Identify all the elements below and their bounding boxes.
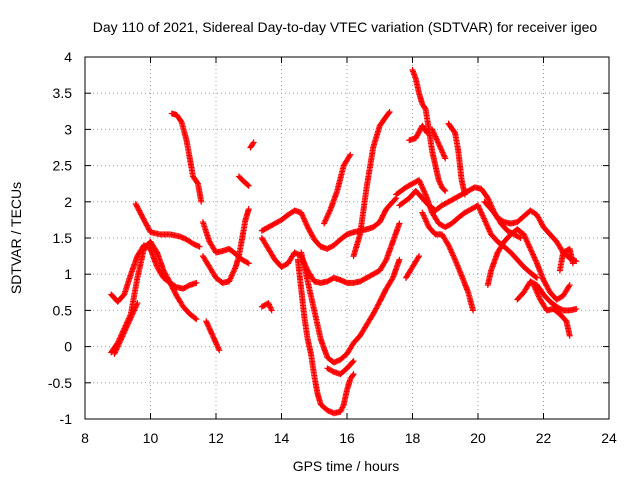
series-track-9 xyxy=(235,173,252,189)
axes-layer: 8 10 12 14 16 18 20 22 24 -1 -0.5 0 0.5 1 1.5 2 2.5 3 3.5 4 xyxy=(48,49,617,446)
data-markers xyxy=(258,300,275,314)
series-track-17 xyxy=(321,151,354,227)
x-tick-label: 16 xyxy=(339,430,355,446)
y-tick-label: 1.5 xyxy=(53,230,73,246)
series-track-31 xyxy=(556,245,576,274)
y-tick-label: 1 xyxy=(64,266,72,282)
data-markers xyxy=(406,122,431,144)
data-markers xyxy=(484,226,573,303)
data-markers xyxy=(235,173,252,189)
series-track-26 xyxy=(402,253,423,281)
data-markers xyxy=(324,358,357,378)
series-track-30 xyxy=(530,282,573,339)
series-track-8 xyxy=(203,318,223,354)
data-markers xyxy=(530,282,573,339)
series-track-19 xyxy=(393,177,540,281)
series-track-15 xyxy=(298,249,403,366)
data-markers xyxy=(514,278,580,314)
series-track-28 xyxy=(484,226,573,303)
series-track-18 xyxy=(350,109,393,260)
series-track-7 xyxy=(199,206,252,286)
series-track-10 xyxy=(247,139,257,151)
data-markers xyxy=(396,184,524,241)
series-track-14 xyxy=(294,256,357,417)
y-tick-label: 2.5 xyxy=(53,158,73,174)
x-tick-label: 22 xyxy=(536,430,552,446)
y-tick-label: 2 xyxy=(64,194,72,210)
y-tick-label: -0.5 xyxy=(48,375,72,391)
data-markers xyxy=(445,120,468,198)
data-markers xyxy=(168,110,205,205)
y-tick-label: 0 xyxy=(64,339,72,355)
data-markers xyxy=(298,249,403,366)
series-track-25 xyxy=(419,209,477,314)
data-markers xyxy=(402,253,423,281)
y-tick-label: 3 xyxy=(64,121,72,137)
x-tick-label: 24 xyxy=(601,430,617,446)
data-markers xyxy=(199,206,252,286)
series-track-22 xyxy=(406,122,431,144)
x-tick-label: 8 xyxy=(81,430,89,446)
data-markers xyxy=(258,195,400,252)
x-tick-label: 10 xyxy=(143,430,159,446)
data-markers xyxy=(429,126,449,162)
y-tick-label: 3.5 xyxy=(53,85,73,101)
data-markers xyxy=(409,67,449,194)
data-markers xyxy=(203,318,223,354)
x-tick-label: 14 xyxy=(274,430,290,446)
data-markers xyxy=(556,245,576,274)
y-tick-label: 4 xyxy=(64,49,72,65)
y-tick-label: -1 xyxy=(60,411,73,427)
data-markers xyxy=(350,109,393,260)
y-tick-label: 0.5 xyxy=(53,302,73,318)
series-track-21 xyxy=(409,67,449,194)
series-track-16 xyxy=(324,358,357,378)
data-markers xyxy=(294,256,357,417)
series-track-4 xyxy=(132,200,203,250)
chart-title: Day 110 of 2021, Sidereal Day-to-day VTE… xyxy=(93,19,598,35)
series-track-24 xyxy=(445,120,468,198)
series-track-20 xyxy=(396,184,524,241)
x-axis-label: GPS time / hours xyxy=(293,458,400,474)
series-track-13 xyxy=(258,220,403,286)
y-axis-label: SDTVAR / TECUs xyxy=(8,182,24,294)
data-markers xyxy=(258,220,403,286)
data-markers xyxy=(247,139,257,151)
data-markers xyxy=(419,209,477,314)
series-track-29 xyxy=(514,278,580,314)
x-tick-label: 18 xyxy=(405,430,421,446)
x-tick-label: 20 xyxy=(470,430,486,446)
series-track-11 xyxy=(258,300,275,314)
series-track-12 xyxy=(258,195,400,252)
series-track-3 xyxy=(111,300,141,357)
series-track-5 xyxy=(168,110,205,205)
data-markers xyxy=(132,200,203,250)
data-markers xyxy=(393,177,540,281)
data-layer xyxy=(108,67,580,417)
x-tick-label: 12 xyxy=(208,430,224,446)
series-track-23 xyxy=(429,126,449,162)
data-markers xyxy=(321,151,354,227)
data-markers xyxy=(111,300,141,357)
